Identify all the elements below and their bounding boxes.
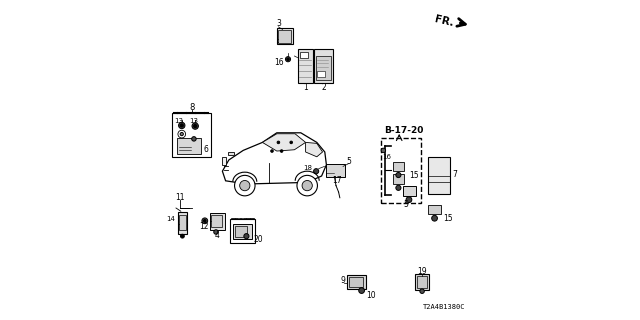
Bar — [230, 219, 255, 243]
Circle shape — [180, 234, 184, 238]
Circle shape — [396, 185, 401, 190]
Bar — [277, 28, 293, 44]
Text: 11: 11 — [175, 193, 184, 202]
Text: 2: 2 — [321, 84, 326, 92]
Text: B-17-20: B-17-20 — [384, 126, 424, 135]
Bar — [223, 157, 225, 165]
Bar — [177, 138, 201, 154]
Bar — [326, 164, 345, 177]
Circle shape — [193, 124, 197, 128]
Bar — [393, 174, 404, 184]
Circle shape — [192, 123, 198, 129]
Bar — [300, 52, 308, 58]
Text: 6: 6 — [204, 145, 209, 154]
Circle shape — [314, 169, 319, 174]
Bar — [381, 138, 421, 203]
Circle shape — [271, 150, 273, 152]
Text: 15: 15 — [443, 214, 452, 223]
Bar — [211, 215, 223, 227]
Text: 13: 13 — [189, 118, 198, 124]
Bar — [347, 275, 366, 289]
Text: 8: 8 — [189, 103, 195, 112]
Bar — [317, 71, 325, 77]
Bar — [316, 56, 331, 80]
Circle shape — [214, 230, 218, 234]
Circle shape — [244, 234, 249, 239]
Text: T2A4B1380C: T2A4B1380C — [423, 304, 466, 310]
Bar — [428, 205, 441, 214]
Text: 5: 5 — [403, 200, 408, 209]
Bar — [403, 186, 416, 196]
Text: 20: 20 — [253, 236, 263, 244]
Circle shape — [432, 215, 438, 221]
Text: 17: 17 — [332, 176, 342, 185]
Text: 19: 19 — [417, 268, 428, 276]
Circle shape — [180, 124, 183, 127]
Text: 9: 9 — [340, 276, 346, 285]
Circle shape — [396, 172, 401, 178]
Bar — [228, 152, 234, 155]
Circle shape — [287, 58, 289, 60]
Polygon shape — [262, 134, 306, 151]
Text: 13: 13 — [174, 118, 183, 124]
Text: 7: 7 — [453, 170, 458, 179]
Circle shape — [381, 148, 385, 153]
Bar — [178, 212, 187, 234]
Circle shape — [290, 141, 292, 144]
Text: 5: 5 — [346, 157, 351, 166]
Text: 12: 12 — [200, 222, 209, 231]
Bar — [428, 157, 450, 194]
Circle shape — [240, 180, 250, 191]
Text: 3: 3 — [277, 19, 282, 28]
Circle shape — [179, 122, 185, 129]
Text: 10: 10 — [366, 291, 376, 300]
Bar — [179, 215, 186, 230]
Text: FR.: FR. — [434, 14, 455, 28]
Text: 4: 4 — [214, 231, 219, 240]
Bar — [233, 224, 252, 239]
Bar — [210, 213, 225, 230]
Circle shape — [202, 218, 207, 224]
Text: 18: 18 — [303, 165, 312, 171]
Bar — [417, 276, 427, 288]
Bar — [314, 49, 333, 83]
Circle shape — [180, 132, 183, 136]
Polygon shape — [223, 133, 326, 184]
Circle shape — [178, 130, 186, 138]
Text: 15: 15 — [410, 172, 419, 180]
Bar — [278, 30, 291, 43]
Bar — [415, 274, 429, 290]
Bar — [349, 277, 364, 287]
Circle shape — [204, 220, 206, 222]
Circle shape — [297, 175, 317, 196]
Circle shape — [406, 197, 412, 203]
Circle shape — [420, 289, 424, 293]
Bar — [298, 49, 313, 83]
Text: 1: 1 — [303, 84, 308, 92]
Text: 16: 16 — [381, 154, 391, 160]
Circle shape — [277, 141, 280, 144]
Circle shape — [280, 150, 283, 152]
Circle shape — [192, 137, 196, 141]
Circle shape — [359, 288, 365, 293]
Bar — [172, 113, 211, 157]
Circle shape — [235, 175, 255, 196]
Circle shape — [285, 57, 291, 62]
Polygon shape — [306, 142, 323, 157]
Text: 16: 16 — [275, 58, 284, 67]
Bar — [393, 162, 404, 171]
Bar — [235, 226, 248, 237]
Text: 14: 14 — [166, 216, 175, 222]
Circle shape — [302, 180, 312, 191]
